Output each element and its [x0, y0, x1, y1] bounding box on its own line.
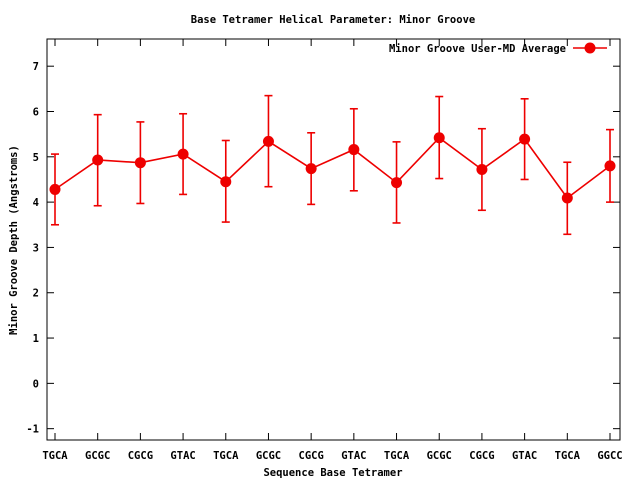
x-tick-label: TGCA — [42, 450, 68, 462]
y-tick-label: 3 — [33, 242, 39, 254]
y-axis: -1 0 1 2 3 4 5 6 7 — [26, 61, 620, 436]
x-axis: TGCA GCGC CGCG GTAC TGCA GCGC CGCG GTAC TGCA GCGC… — [42, 39, 623, 462]
x-tick-label: TGCA — [555, 450, 581, 462]
x-tick-label: GGCC — [597, 450, 622, 462]
x-tick-label: GCGC — [256, 450, 281, 462]
series-points — [49, 132, 616, 204]
data-point — [348, 144, 360, 156]
y-tick-label: 6 — [33, 106, 39, 118]
y-tick-label: 0 — [33, 378, 39, 390]
x-tick-label: CGCG — [469, 450, 494, 462]
chart-title: Base Tetramer Helical Parameter: Minor G… — [191, 14, 475, 26]
legend: Minor Groove User-MD Average — [389, 42, 607, 55]
plot-frame — [46, 38, 621, 441]
data-point — [177, 148, 189, 160]
data-point — [305, 163, 317, 175]
data-point — [476, 163, 488, 175]
y-tick-label: -1 — [26, 424, 39, 436]
data-point — [604, 160, 616, 172]
data-point — [49, 183, 61, 195]
x-tick-label: TGCA — [384, 450, 410, 462]
data-point — [220, 176, 232, 188]
data-point — [561, 192, 573, 204]
x-tick-label: CGCG — [128, 450, 153, 462]
y-tick-label: 5 — [33, 152, 39, 164]
y-axis-label: Minor Groove Depth (Angstroms) — [8, 145, 20, 335]
series-line — [54, 136, 611, 200]
x-tick-label: GTAC — [512, 450, 537, 462]
legend-label: Minor Groove User-MD Average — [389, 43, 566, 55]
y-tick-label: 7 — [33, 61, 39, 73]
data-point — [433, 132, 445, 144]
x-tick-label: GCGC — [85, 450, 110, 462]
data-point — [92, 154, 104, 166]
data-point — [262, 135, 274, 147]
y-tick-label: 2 — [33, 288, 39, 300]
x-tick-label: GCGC — [427, 450, 452, 462]
legend-marker — [584, 42, 596, 54]
x-tick-label: TGCA — [213, 450, 239, 462]
x-tick-label: GTAC — [170, 450, 195, 462]
y-tick-label: 4 — [33, 197, 39, 209]
y-tick-label: 1 — [33, 333, 39, 345]
data-point — [134, 157, 146, 169]
data-point — [519, 133, 531, 145]
x-tick-label: GTAC — [341, 450, 366, 462]
x-tick-label: CGCG — [299, 450, 324, 462]
x-axis-label: Sequence Base Tetramer — [263, 467, 402, 479]
data-point — [391, 177, 403, 189]
